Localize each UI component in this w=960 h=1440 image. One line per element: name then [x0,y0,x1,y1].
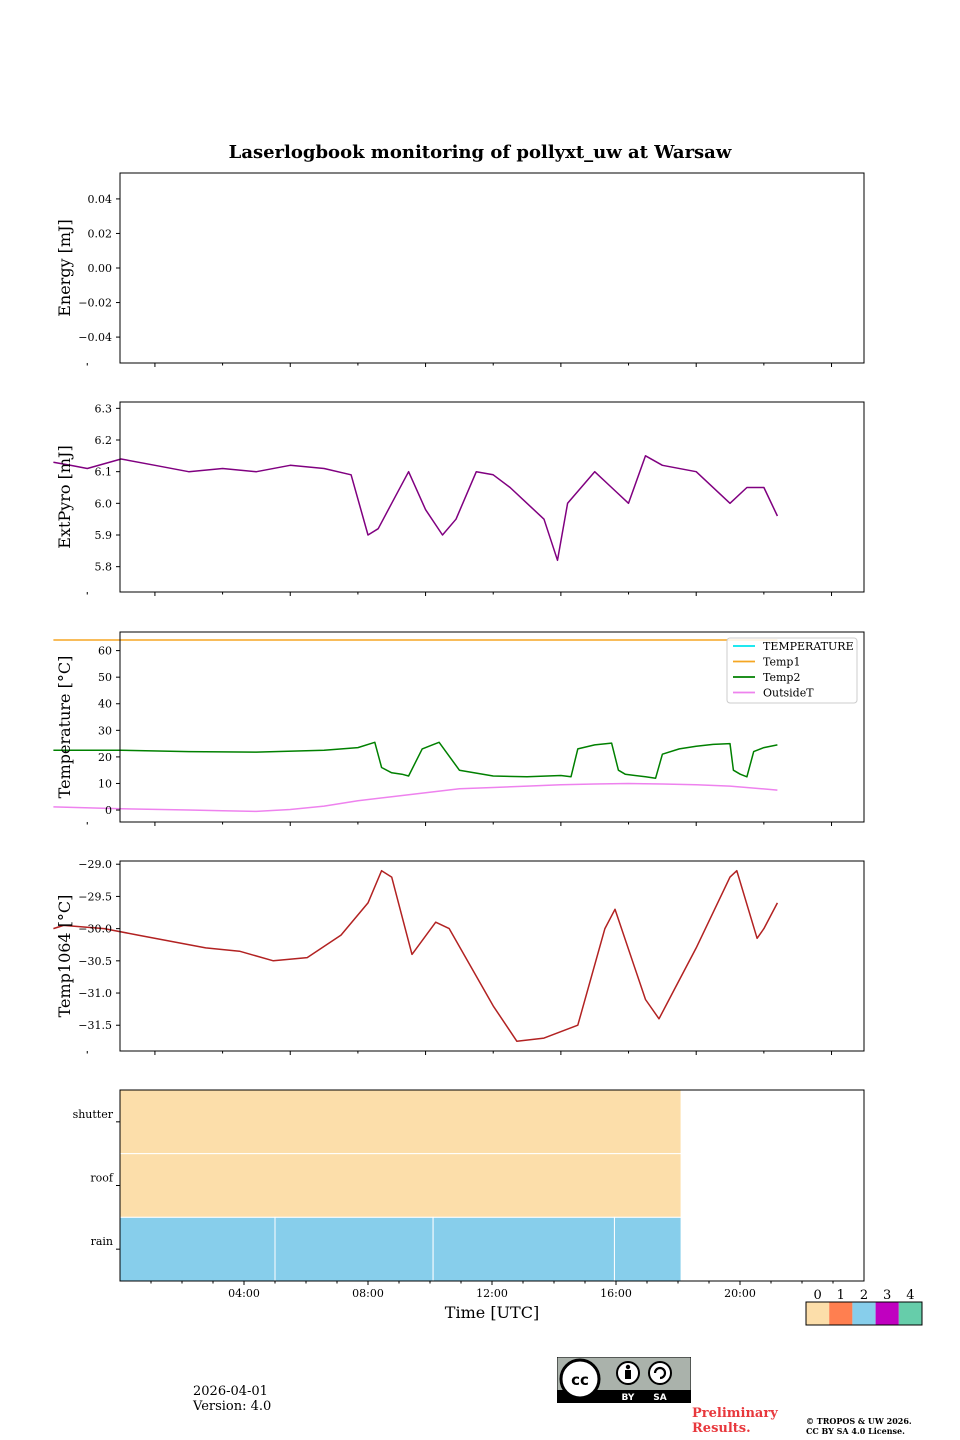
colorbar-swatch [829,1302,853,1325]
y-tick-label: 20 [98,751,112,764]
panel-3: 60 50 40 30 20 10 0 Temperature [°C] [53,631,865,826]
y-tick-label: 40 [98,698,112,711]
colorbar-frame [805,1301,923,1326]
x-tick-label: 16:00 [600,1287,632,1300]
y-tick-label: −0.02 [78,297,112,310]
y-tick-label: −30.0 [78,923,112,936]
version-text: Version: 4.0 [193,1399,272,1414]
colorbar-swatch [898,1302,922,1325]
panel-2: 6.3 6.2 6.1 6.0 5.9 5.8 ExtPyro [mJ] [53,401,865,596]
sa-icon [648,1361,672,1385]
panel-4: −29.0 −29.5 −30.0 −30.5 −31.0 −31.5 Temp1064 [… [53,858,865,1055]
y-tick-label: 0.04 [88,193,113,206]
series-line-outsidet [53,782,778,813]
y-tick-label: 30 [98,724,112,737]
badge-sa-text: SA [653,1393,666,1403]
y-tick-label: 10 [98,777,112,790]
legend-label-temp2: Temp2 [763,671,800,684]
y-axis-label: Temp1064 [°C] [55,895,74,1018]
y-tick-label: −31.0 [78,987,112,1000]
svg-text:cc: cc [571,1371,589,1389]
x-axis-label: Time [UTC] [445,1303,539,1322]
y-tick-label: 0.00 [88,262,113,275]
status-cell-rain [119,1216,276,1282]
row-label-rain: rain [91,1235,113,1248]
y-tick-label: −29.0 [78,858,112,871]
row-label-roof: roof [90,1172,114,1185]
badge-by-text: BY [622,1393,635,1403]
cc-by-sa-license-badge: cc BY SA [557,1357,691,1403]
colorbar-swatch [806,1302,830,1325]
panel-frame [119,860,865,1052]
y-axis-label: Temperature [°C] [55,656,74,799]
colorbar-label: 0 [813,1288,821,1303]
colorbar-swatch [875,1302,899,1325]
y-tick-label: 6.1 [95,466,113,479]
copyright-line-2: CC BY SA 4.0 License. [806,1426,905,1436]
y-tick-label: −0.04 [78,331,112,344]
copyright-line-1: © TROPOS & UW 2026. [806,1416,912,1426]
legend-label-temp1: Temp1 [763,656,800,669]
chart-title: Laserlogbook monitoring of pollyxt_uw at… [229,142,732,163]
series-line-extpyro [53,455,779,562]
colorbar-label: 1 [837,1288,845,1303]
y-tick-label: 6.0 [95,497,113,510]
x-tick-label: 12:00 [476,1287,508,1300]
x-tick-label: 04:00 [228,1287,260,1300]
y-tick-label: 0.02 [88,227,113,240]
row-label-shutter: shutter [73,1108,114,1121]
legend-label-outsidet: OutsideT [763,687,814,700]
status-cell-rain [613,1216,682,1282]
date-text: 2026-04-01 [193,1384,268,1399]
y-axis-label: Energy [mJ] [55,219,74,317]
panel-frame [119,401,865,593]
x-tick-label: 08:00 [352,1287,384,1300]
series-line-temp2 [53,741,778,779]
y-tick-label: −31.5 [78,1019,112,1032]
status-cell-rain [432,1216,615,1282]
legend: TEMPERATURE Temp1 Temp2 OutsideT [726,637,858,704]
status-cell-rain [274,1216,434,1282]
panel-frame [119,631,865,823]
y-tick-label: −29.5 [78,890,112,903]
y-tick-label: 0 [105,804,112,817]
y-tick-label: 60 [98,645,112,658]
status-panel: rain roof shutter 04:00 08:00 12:00 16:00 20:00… [73,1089,865,1322]
colorbar-label: 4 [906,1288,914,1303]
y-tick-label: 6.3 [95,402,113,415]
y-tick-label: −30.5 [78,955,112,968]
legend-box [726,637,858,704]
panel-1: 0.04 0.02 0.00 −0.02 −0.04 Energy [mJ] [55,172,865,367]
series-line-temp1064 [53,869,779,1043]
legend-label-temperature: TEMPERATURE [763,640,854,653]
colorbar-label: 3 [883,1288,891,1303]
y-tick-label: 5.9 [95,529,113,542]
x-tick-label: 20:00 [724,1287,756,1300]
copyright-text: © TROPOS & UW 2026. CC BY SA 4.0 License… [806,1416,956,1436]
y-tick-label: 6.2 [95,434,113,447]
y-axis-label: ExtPyro [mJ] [55,445,74,548]
status-cell-roof [119,1153,682,1218]
status-cell-shutter [119,1089,682,1155]
colorbar-label: 2 [860,1288,868,1303]
y-tick-label: 50 [98,671,112,684]
panel-frame [119,172,865,364]
cc-icon [559,1358,601,1400]
preliminary-results-text: Preliminary Results. [692,1406,778,1436]
y-tick-label: 5.8 [95,561,113,574]
colorbar-swatch [852,1302,876,1325]
